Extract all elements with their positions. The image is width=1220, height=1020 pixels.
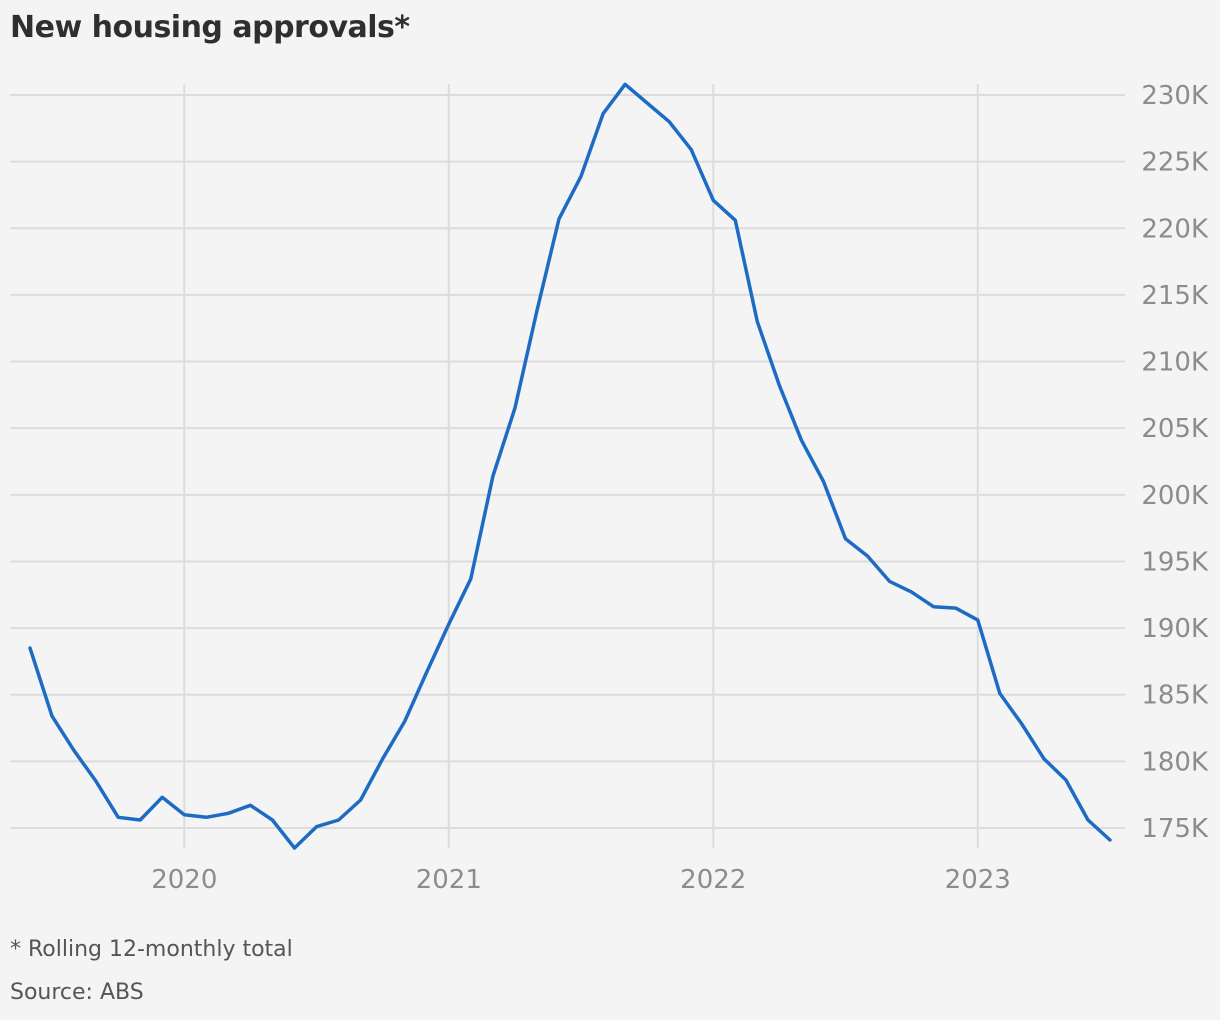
series-lines [28, 82, 1112, 850]
x-tick-label: 2022 [680, 865, 746, 895]
gridlines [10, 84, 1125, 848]
y-tick-label: 200K [1141, 481, 1209, 511]
chart-footnote: * Rolling 12-monthly total [10, 937, 293, 962]
x-axis-tick-labels: 2020 2021 2022 2023 [151, 865, 1011, 895]
y-tick-label: 205K [1141, 414, 1209, 444]
y-tick-label: 195K [1141, 547, 1209, 577]
chart-title: New housing approvals* [10, 10, 410, 45]
y-tick-label: 185K [1141, 681, 1209, 711]
y-tick-label: 215K [1141, 281, 1209, 311]
y-tick-label: 190K [1141, 614, 1209, 644]
series-line-housing-approvals [28, 82, 1112, 850]
y-tick-label: 210K [1141, 348, 1209, 378]
y-tick-label: 220K [1141, 214, 1209, 244]
chart-source: Source: ABS [10, 980, 144, 1005]
y-tick-label: 175K [1141, 814, 1209, 844]
x-tick-label: 2023 [945, 865, 1011, 895]
y-tick-label: 180K [1141, 747, 1209, 777]
y-axis-tick-labels: 175K 180K 185K 190K 195K 200K 205K 210K 215K 220K… [1141, 81, 1209, 844]
x-tick-label: 2021 [416, 865, 482, 895]
y-tick-label: 225K [1141, 148, 1209, 178]
y-tick-label: 230K [1141, 81, 1209, 111]
x-tick-label: 2020 [151, 865, 217, 895]
